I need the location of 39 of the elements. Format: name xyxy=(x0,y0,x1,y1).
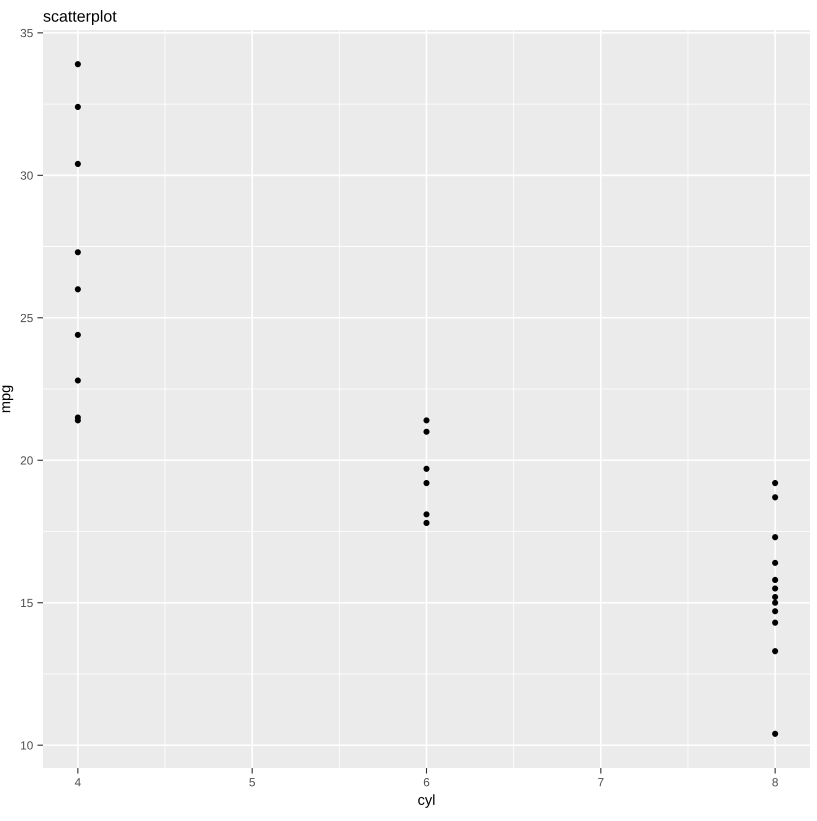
y-tick-label: 30 xyxy=(20,171,33,180)
point xyxy=(772,648,778,654)
point xyxy=(772,585,778,592)
point xyxy=(423,417,430,424)
point xyxy=(423,520,430,526)
y-axis-title: mpg xyxy=(2,386,14,412)
point xyxy=(74,332,81,338)
point xyxy=(772,494,778,500)
point xyxy=(74,286,81,292)
x-axis-title: cyl xyxy=(418,794,434,808)
point xyxy=(772,594,778,600)
point xyxy=(74,104,81,110)
point xyxy=(772,730,778,737)
point xyxy=(423,466,430,472)
point xyxy=(772,560,778,566)
point xyxy=(772,576,778,583)
y-tick-label: 35 xyxy=(20,28,33,38)
point xyxy=(772,620,778,626)
x-tick-label: 4 xyxy=(74,778,81,786)
point xyxy=(74,377,81,384)
point xyxy=(74,249,81,256)
x-tick-label: 6 xyxy=(424,778,430,786)
y-tick-label: 15 xyxy=(21,598,33,608)
x-tick-label: 7 xyxy=(598,778,604,786)
y-tick-label: 10 xyxy=(21,741,33,750)
y-tick-label: 25 xyxy=(20,314,33,322)
point xyxy=(423,428,430,435)
point xyxy=(772,480,778,486)
chart-title: scatterplot xyxy=(43,10,117,25)
y-tick-label: 20 xyxy=(20,456,33,465)
x-tick-label: 8 xyxy=(772,778,778,786)
point xyxy=(74,160,81,167)
point xyxy=(772,608,778,614)
x-tick-label: 5 xyxy=(249,778,255,786)
point xyxy=(423,511,430,518)
point xyxy=(423,480,430,486)
point xyxy=(74,61,81,68)
point xyxy=(772,600,778,606)
point xyxy=(772,534,778,540)
